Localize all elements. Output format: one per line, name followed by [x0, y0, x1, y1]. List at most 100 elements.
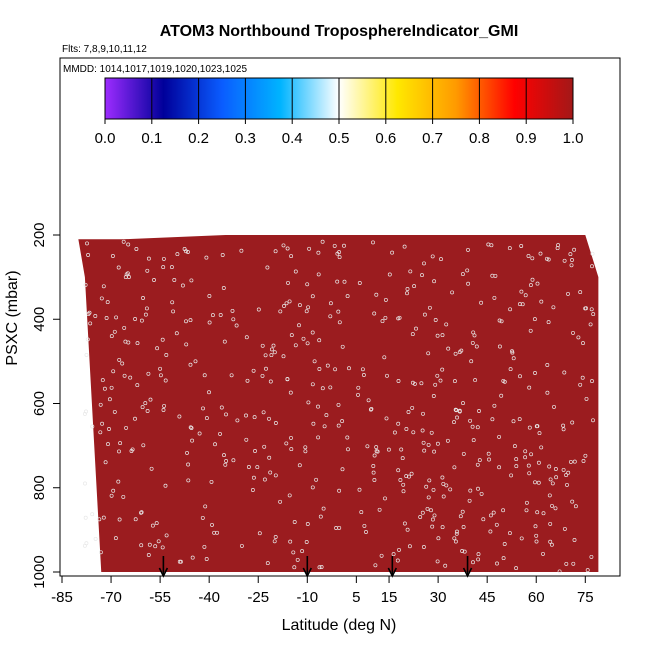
colorbar: 0.0 0.1 0.2 0.3 0.4 0.5 0.6 0.7 0.8 0.9 1.0: [95, 77, 584, 147]
data-marker: [497, 434, 502, 439]
data-marker: [383, 496, 387, 501]
data-marker: [161, 265, 166, 270]
latitude-arrow: [387, 556, 398, 578]
data-marker: [336, 402, 341, 407]
data-marker: [231, 458, 236, 463]
data-marker: [203, 504, 208, 509]
data-marker: [486, 242, 491, 247]
data-marker: [273, 421, 278, 425]
data-marker: [570, 420, 575, 425]
data-marker: [84, 352, 89, 357]
data-marker: [297, 303, 302, 308]
latitude-arrow: [158, 556, 169, 578]
data-marker: [420, 510, 425, 515]
data-marker: [397, 547, 401, 552]
data-marker: [461, 401, 465, 406]
data-marker: [269, 347, 274, 352]
data-marker: [267, 416, 271, 421]
data-marker: [421, 440, 426, 445]
data-marker: [468, 418, 473, 423]
colorbar-tick-label: 1.0: [563, 130, 584, 147]
data-marker: [590, 251, 595, 256]
data-marker: [97, 517, 102, 522]
data-marker: [517, 302, 522, 307]
data-marker: [107, 397, 112, 402]
data-marker: [514, 457, 519, 462]
data-marker: [549, 542, 554, 547]
data-marker: [264, 366, 268, 371]
data-marker: [204, 557, 209, 561]
data-marker: [589, 554, 594, 559]
data-marker: [477, 409, 481, 413]
data-marker: [583, 453, 588, 458]
data-marker: [293, 269, 298, 274]
dates-label: MMDD: 1014,1017,1019,1020,1023,1025: [63, 64, 247, 75]
data-marker: [566, 291, 570, 296]
data-marker: [269, 353, 274, 358]
data-marker: [444, 483, 449, 488]
data-marker: [507, 531, 512, 536]
data-marker: [310, 382, 315, 387]
data-marker: [141, 296, 145, 300]
data-marker: [440, 333, 445, 338]
colorbar-tick-label: 0.2: [188, 130, 209, 147]
data-marker: [186, 462, 191, 467]
colorbar-tick-label: 0.0: [95, 130, 116, 147]
data-marker: [527, 385, 532, 390]
data-marker: [161, 408, 166, 412]
data-marker: [591, 418, 595, 423]
data-marker: [397, 315, 402, 320]
data-marker: [562, 370, 567, 375]
data-marker: [111, 488, 116, 493]
data-marker: [488, 513, 493, 518]
x-axis-label: Latitude (deg N): [282, 617, 397, 634]
data-marker: [550, 503, 554, 508]
data-marker: [337, 488, 342, 493]
data-marker: [476, 557, 481, 562]
data-marker: [311, 421, 316, 426]
data-marker: [117, 357, 122, 362]
data-marker: [430, 524, 435, 529]
data-marker: [164, 533, 169, 538]
data-marker: [90, 424, 95, 429]
data-marker: [402, 244, 407, 249]
data-marker: [535, 281, 540, 286]
data-marker: [452, 465, 457, 470]
data-marker: [440, 525, 445, 530]
data-marker: [440, 367, 445, 372]
data-marker: [139, 510, 144, 515]
data-marker: [460, 509, 465, 514]
data-marker: [544, 256, 549, 261]
data-marker: [551, 305, 556, 310]
data-marker: [221, 286, 226, 290]
data-marker: [127, 275, 131, 279]
data-marker: [398, 478, 403, 482]
data-marker: [546, 257, 551, 262]
data-marker: [328, 301, 333, 306]
data-marker: [202, 373, 207, 378]
data-marker: [401, 482, 406, 487]
data-marker: [457, 408, 462, 413]
data-marker: [260, 343, 265, 348]
data-marker: [158, 366, 163, 371]
data-marker: [444, 322, 449, 327]
data-marker: [246, 465, 251, 469]
data-marker: [93, 536, 98, 541]
data-marker: [460, 549, 465, 553]
data-marker: [479, 300, 484, 305]
data-marker: [453, 407, 458, 412]
data-marker: [380, 319, 385, 324]
data-marker: [185, 450, 189, 455]
data-marker: [182, 247, 187, 251]
data-marker: [477, 458, 482, 463]
data-marker: [140, 405, 145, 410]
data-marker: [356, 385, 361, 390]
data-marker: [529, 452, 534, 457]
data-marker: [467, 498, 472, 503]
data-marker: [306, 400, 311, 405]
x-tick-label: -70: [100, 589, 122, 606]
data-marker: [160, 545, 165, 550]
data-marker: [452, 536, 457, 541]
data-marker: [421, 411, 425, 416]
data-marker: [510, 350, 515, 355]
